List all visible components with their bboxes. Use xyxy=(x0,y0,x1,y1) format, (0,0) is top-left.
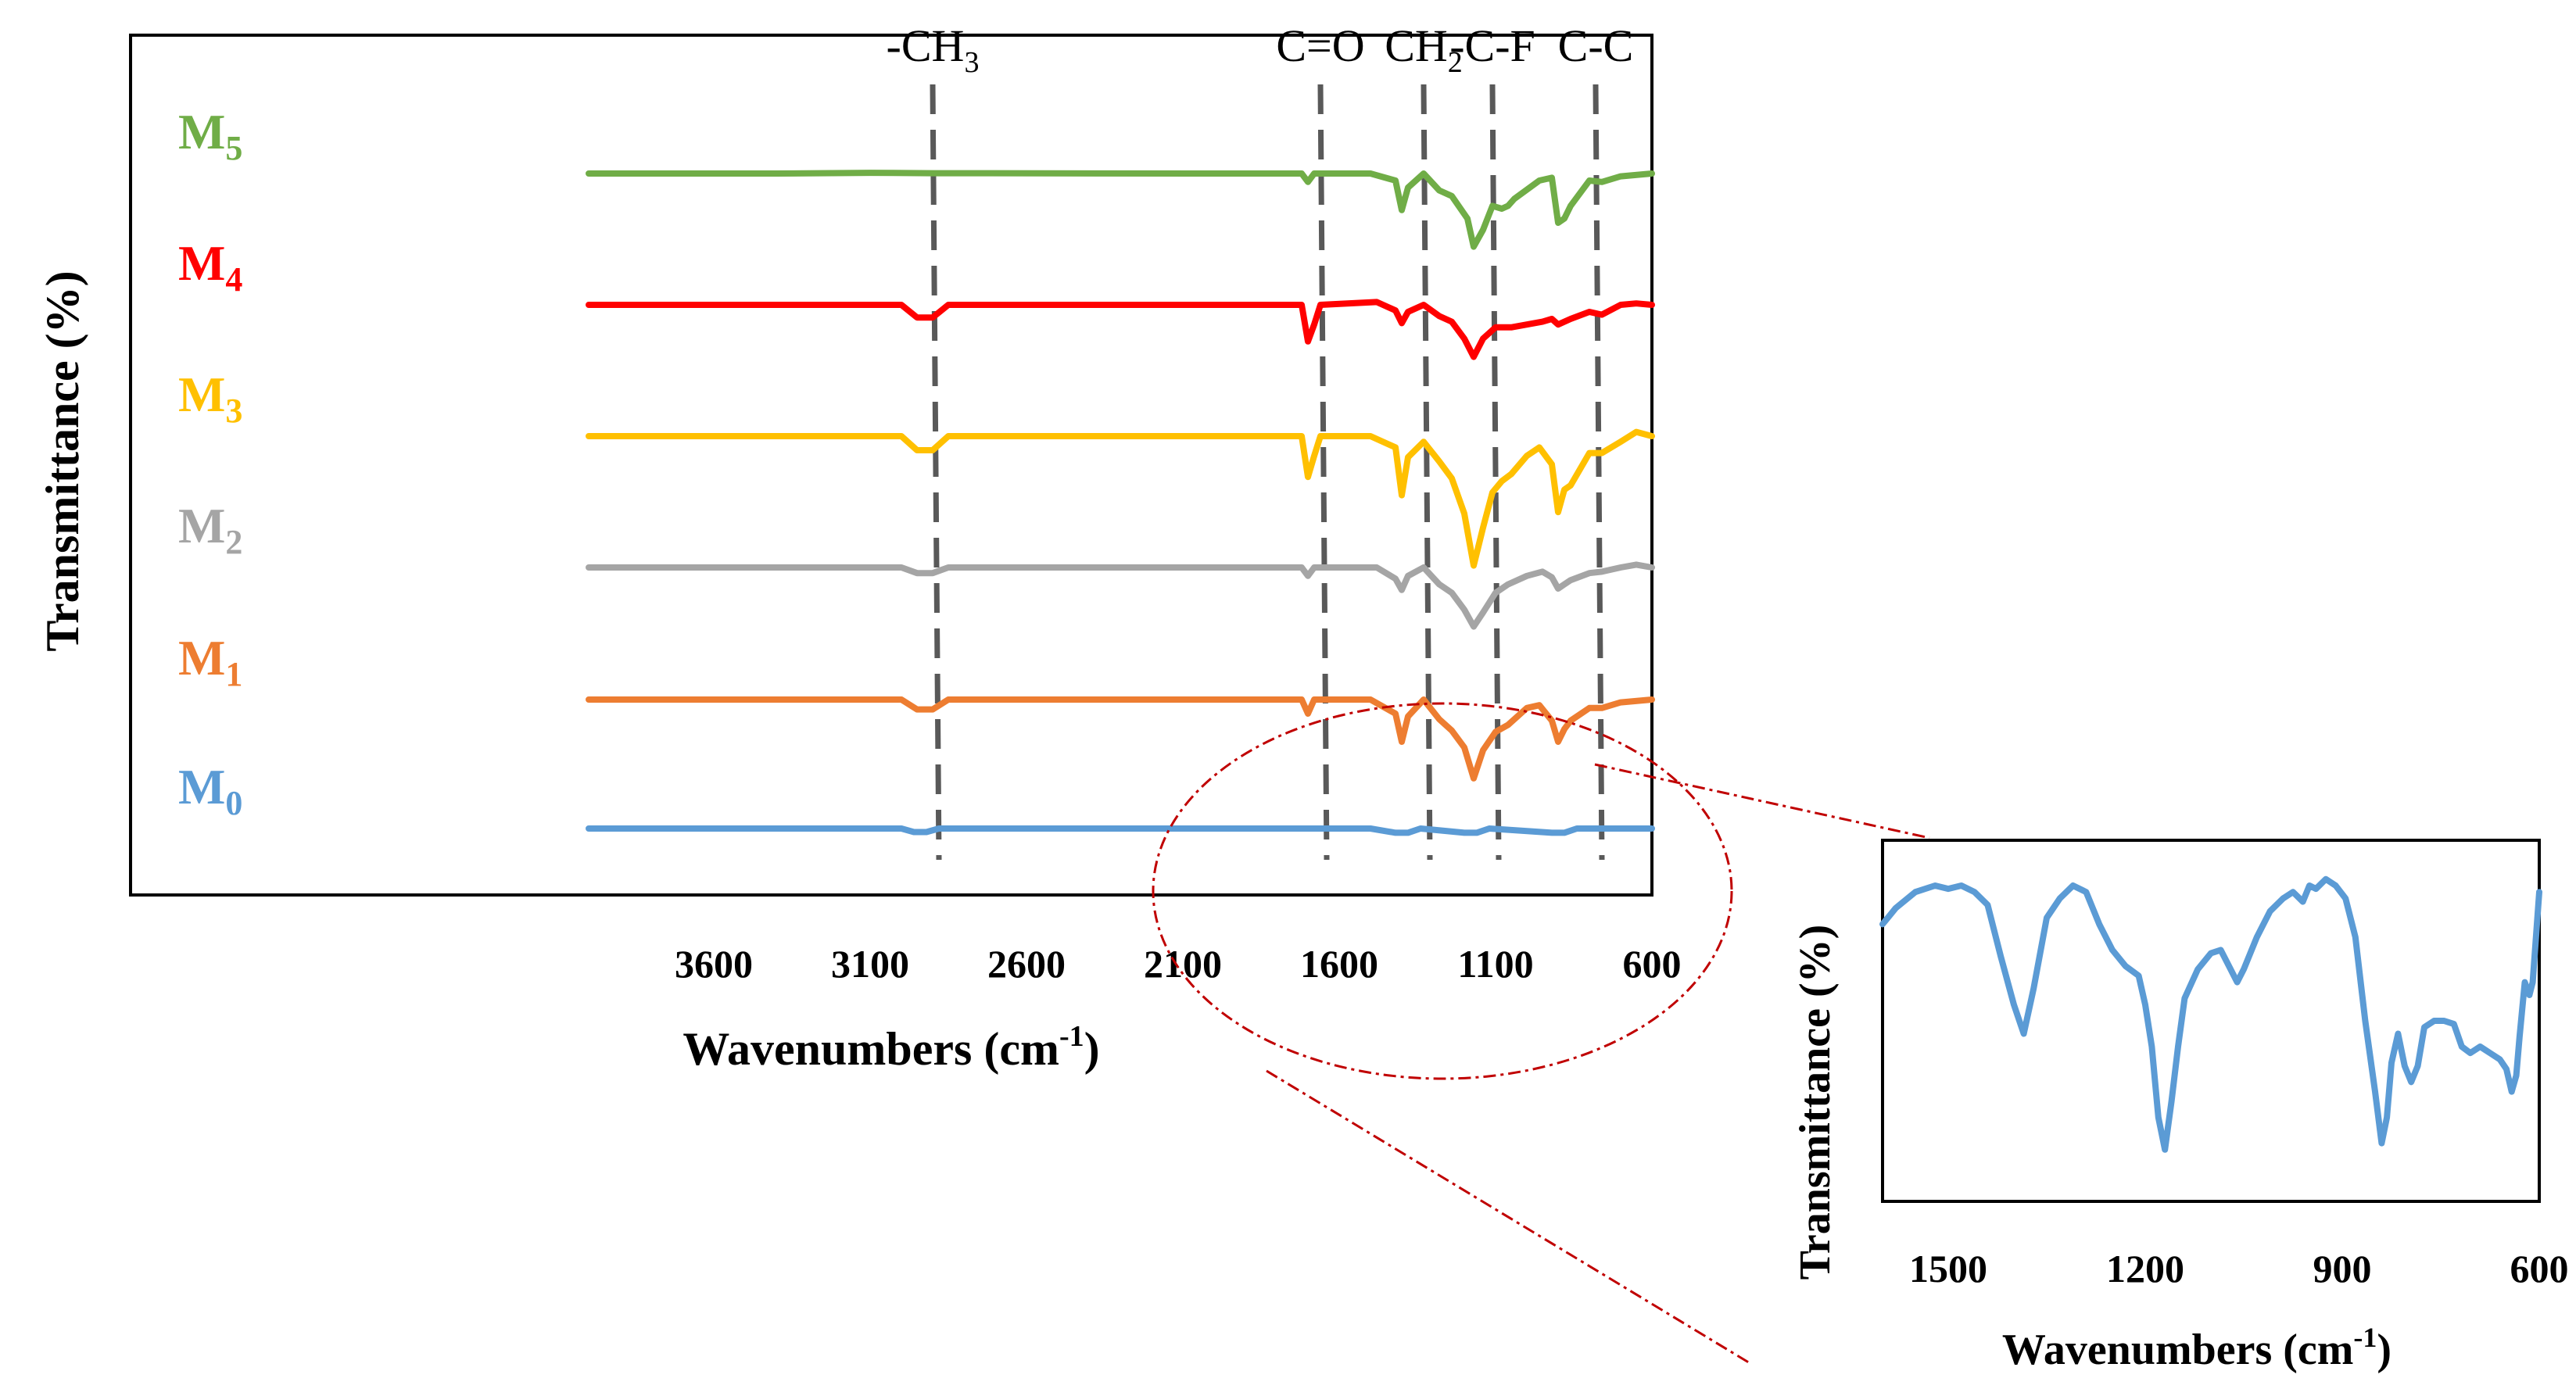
inset-x-tick-900: 900 xyxy=(2313,1247,2372,1290)
main-annotations: -CH3 C=O CH2-C-F C-C xyxy=(887,20,1634,861)
main-x-tick-1100: 1100 xyxy=(1457,942,1533,986)
inset-x-tick-1200: 1200 xyxy=(2106,1247,2184,1290)
main-x-tick-labels: 3600 3100 2600 2100 1600 1100 600 xyxy=(675,942,1682,986)
main-x-tick-2600: 2600 xyxy=(987,942,1066,986)
inset-x-tick-labels: 1500 1200 900 600 xyxy=(1909,1247,2569,1290)
annotation-label-cf: -C-F xyxy=(1449,20,1535,71)
inset-x-tick-1500: 1500 xyxy=(1909,1247,1987,1290)
zoom-connector-line-bottom xyxy=(1266,1069,1752,1366)
annotation-line-cf xyxy=(1489,84,1502,861)
main-x-axis-label: Wavenumbers (cm-1) xyxy=(683,1020,1099,1075)
annotation-line-co xyxy=(1317,84,1330,861)
series-line-m3 xyxy=(586,428,1655,569)
series-label-m2: M2 xyxy=(178,498,242,561)
inset-series xyxy=(1879,875,2542,1153)
zoom-region-ellipse xyxy=(1152,702,1733,1080)
annotation-label-ch2: CH2 xyxy=(1385,20,1463,79)
annotation-line-ch2 xyxy=(1421,84,1433,861)
annotation-line-ch3 xyxy=(930,84,942,861)
main-x-axis-label-text: Wavenumbers (cm xyxy=(683,1023,1059,1075)
series-line-m4 xyxy=(586,299,1655,360)
inset-x-axis-label-sup: -1 xyxy=(2353,1322,2377,1353)
annotation-label-ch3: -CH3 xyxy=(887,20,980,79)
inset-series-line-m0 xyxy=(1879,875,2542,1153)
inset-y-axis-label: Transmittance (%) xyxy=(1791,925,1840,1280)
main-x-axis-label-close: ) xyxy=(1084,1023,1100,1075)
inset-x-axis-label-text: Wavenumbers (cm xyxy=(2002,1326,2354,1374)
main-x-tick-1600: 1600 xyxy=(1300,942,1378,986)
annotation-line-cc xyxy=(1593,84,1605,861)
series-label-m3: M3 xyxy=(178,367,242,430)
main-x-tick-2100: 2100 xyxy=(1144,942,1222,986)
main-series-labels: M5 M4 M3 M2 M1 M0 xyxy=(178,104,242,822)
series-label-m5: M5 xyxy=(178,104,242,167)
series-line-m0 xyxy=(586,825,1655,836)
inset-x-axis-label: Wavenumbers (cm-1) xyxy=(2002,1322,2391,1374)
main-x-tick-3100: 3100 xyxy=(831,942,909,986)
series-line-m5 xyxy=(586,170,1655,250)
series-label-m1: M1 xyxy=(178,630,242,693)
main-series xyxy=(586,170,1655,836)
main-plot-frame xyxy=(129,34,1653,897)
inset-x-axis-label-close: ) xyxy=(2377,1326,2391,1374)
main-x-tick-600: 600 xyxy=(1623,942,1682,986)
series-line-m1 xyxy=(586,696,1655,782)
series-label-m4: M4 xyxy=(178,235,242,299)
main-chart: -CH3 C=O CH2-C-F C-C M5 M4 M3 M2 M1 M0 3600 3100 2… xyxy=(37,20,1682,1075)
inset-x-tick-600: 600 xyxy=(2510,1247,2569,1290)
inset-chart: 1500 1200 900 600 Wavenumbers (cm-1) Transm… xyxy=(1791,839,2569,1374)
annotation-label-cc: C-C xyxy=(1558,20,1634,71)
main-y-axis-label: Transmittance (%) xyxy=(37,270,88,651)
series-label-m0: M0 xyxy=(178,759,242,822)
series-line-m2 xyxy=(586,561,1655,630)
main-x-tick-3600: 3600 xyxy=(675,942,753,986)
zoom-connector-line-top xyxy=(1594,763,1930,839)
main-x-axis-label-sup: -1 xyxy=(1059,1020,1084,1053)
zoom-connector xyxy=(1152,702,1930,1366)
annotation-label-co: C=O xyxy=(1276,20,1364,71)
